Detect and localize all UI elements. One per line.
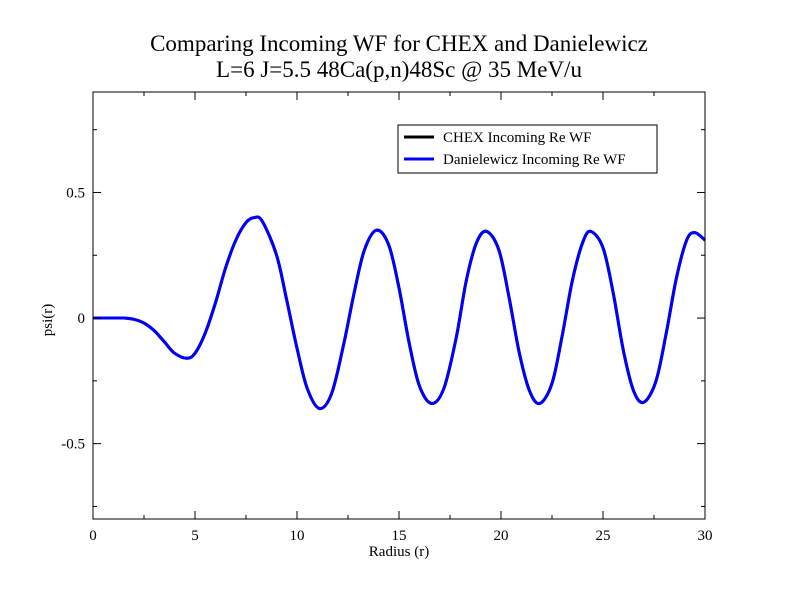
legend-label-chex: CHEX Incoming Re WF (443, 130, 591, 146)
chart-subtitle: L=6 J=5.5 48Ca(p,n)48Sc @ 35 MeV/u (216, 57, 582, 82)
legend: CHEX Incoming Re WF Danielewicz Incoming… (397, 124, 658, 174)
x-tick-label: 5 (191, 528, 199, 544)
x-tick-label: 15 (392, 528, 407, 544)
y-axis-label: psi(r) (40, 304, 56, 337)
y-tick-label: -0.5 (61, 437, 85, 453)
x-tick-label: 20 (494, 528, 509, 544)
legend-box (397, 124, 658, 174)
series-line-chex (93, 215, 706, 411)
x-tick-label: 25 (596, 528, 611, 544)
plot-curves (93, 215, 706, 411)
series-line-danielewicz (93, 215, 706, 411)
plot-frame (92, 91, 706, 520)
x-tick-label: 30 (698, 528, 713, 544)
x-tick-label: 10 (290, 528, 305, 544)
x-axis-label: Radius (r) (369, 544, 429, 560)
axis-ticks: 0 5 10 15 20 25 30 -0.5 0 0.5 (61, 92, 713, 544)
x-tick-label: 0 (89, 528, 97, 544)
chart-title: Comparing Incoming WF for CHEX and Danie… (150, 31, 648, 56)
y-tick-label: 0.5 (66, 185, 85, 201)
y-tick-label: 0 (78, 311, 86, 327)
legend-label-danielewicz: Danielewicz Incoming Re WF (443, 152, 626, 168)
